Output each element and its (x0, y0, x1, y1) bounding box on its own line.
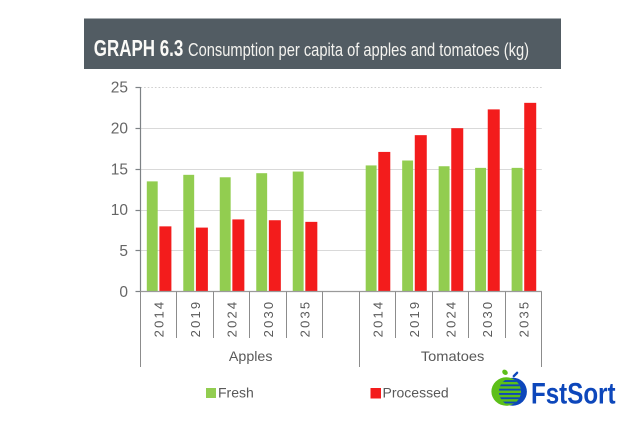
svg-text:0: 0 (119, 284, 128, 301)
svg-text:10: 10 (111, 202, 129, 219)
svg-text:2024: 2024 (225, 300, 240, 338)
svg-text:2019: 2019 (407, 300, 422, 338)
svg-text:Consumption per capita of appl: Consumption per capita of apples and tom… (188, 40, 529, 60)
svg-text:FstSort: FstSort (531, 378, 616, 411)
svg-text:2014: 2014 (152, 300, 167, 338)
svg-text:5: 5 (119, 243, 128, 260)
svg-text:2019: 2019 (188, 300, 203, 338)
svg-text:2030: 2030 (480, 300, 495, 338)
svg-text:Apples: Apples (229, 348, 273, 364)
svg-text:Tomatoes: Tomatoes (421, 348, 485, 364)
svg-text:15: 15 (111, 161, 128, 178)
svg-text:2024: 2024 (443, 300, 458, 338)
svg-text:2035: 2035 (516, 300, 531, 338)
svg-text:2035: 2035 (297, 300, 312, 338)
svg-text:Processed: Processed (383, 384, 449, 400)
svg-text:2014: 2014 (370, 300, 385, 338)
svg-text:25: 25 (111, 80, 128, 97)
svg-text:2030: 2030 (261, 300, 276, 338)
svg-text:GRAPH 6.3: GRAPH 6.3 (94, 35, 184, 61)
svg-text:Fresh: Fresh (218, 384, 254, 400)
svg-text:20: 20 (111, 120, 129, 137)
